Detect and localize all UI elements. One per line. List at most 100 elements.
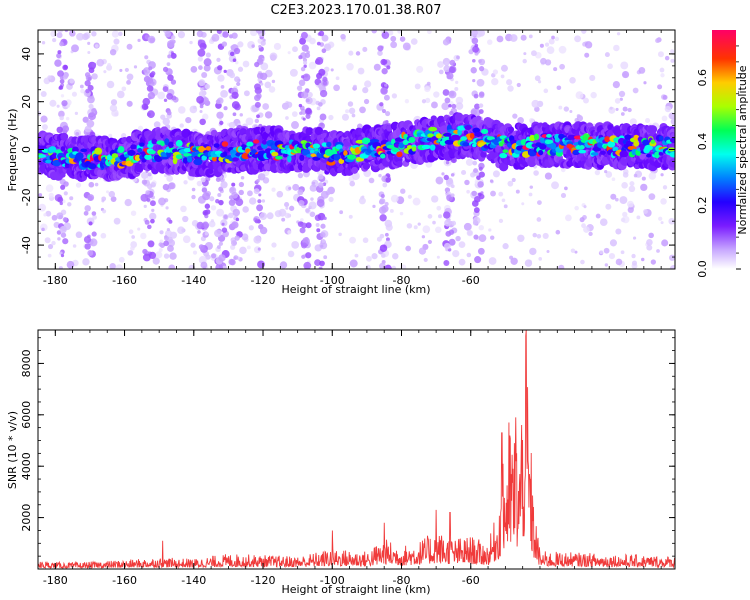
- heatmap-streak-cell: [377, 45, 384, 52]
- heatmap-noise-cell: [614, 197, 619, 202]
- heatmap-noise-cell: [435, 226, 442, 234]
- heatmap-streak-cell: [445, 160, 450, 165]
- heatmap-streak-cell: [303, 261, 312, 269]
- heatmap-noise-cell: [416, 65, 424, 73]
- heatmap-noise-cell: [559, 63, 565, 70]
- heatmap-noise-cell: [554, 36, 560, 42]
- heatmap-streak-cell: [200, 177, 206, 183]
- heatmap-streak-cell: [319, 260, 325, 267]
- spectrogram-x-tick-label: -120: [251, 274, 276, 287]
- heatmap-noise-cell: [362, 46, 368, 52]
- heatmap-noise-cell: [436, 205, 442, 211]
- heatmap-core-cell: [428, 126, 438, 132]
- heatmap-noise-cell: [404, 99, 410, 104]
- heatmap-core-cell: [80, 148, 88, 153]
- heatmap-core-cell: [211, 156, 218, 162]
- heatmap-streak-cell: [473, 168, 479, 174]
- heatmap-streak-cell: [257, 175, 262, 180]
- heatmap-noise-cell: [309, 184, 317, 192]
- heatmap-noise-cell: [80, 88, 85, 94]
- heatmap-noise-cell: [402, 42, 411, 51]
- heatmap-core-cell: [183, 147, 192, 153]
- heatmap-core-cell: [271, 151, 279, 157]
- heatmap-core-cell: [168, 141, 174, 149]
- heatmap-noise-cell: [114, 112, 119, 117]
- heatmap-noise-cell: [584, 41, 593, 49]
- heatmap-noise-cell: [305, 208, 310, 213]
- heatmap-streak-cell: [201, 187, 208, 193]
- heatmap-core-cell: [654, 151, 660, 159]
- heatmap-noise-cell: [529, 185, 534, 189]
- heatmap-noise-cell: [211, 253, 217, 259]
- heatmap-noise-cell: [391, 265, 397, 269]
- heatmap-noise-cell: [56, 30, 64, 34]
- heatmap-core-cell: [572, 149, 580, 155]
- heatmap-streak-cell: [214, 229, 222, 238]
- heatmap-streak-cell: [141, 103, 149, 110]
- heatmap-noise-cell: [464, 179, 470, 186]
- heatmap-noise-cell: [201, 71, 208, 79]
- heatmap-streak-cell: [91, 231, 97, 237]
- heatmap-streak-cell: [301, 242, 308, 249]
- heatmap-noise-cell: [536, 217, 542, 222]
- heatmap-streak-cell: [166, 227, 170, 232]
- heatmap-noise-cell: [511, 177, 516, 183]
- heatmap-streak-cell: [198, 90, 206, 98]
- heatmap-noise-cell: [542, 232, 549, 239]
- heatmap-streak-cell: [200, 261, 208, 269]
- heatmap-streak-cell: [260, 82, 264, 86]
- heatmap-streak-cell: [61, 100, 68, 107]
- heatmap-streak-cell: [229, 51, 235, 57]
- heatmap-noise-cell: [631, 253, 636, 259]
- heatmap-noise-cell: [502, 243, 509, 250]
- heatmap-streak-cell: [164, 30, 172, 38]
- heatmap-noise-cell: [288, 186, 292, 190]
- heatmap-streak-cell: [59, 78, 65, 84]
- heatmap-noise-cell: [246, 245, 251, 250]
- heatmap-noise-cell: [308, 61, 317, 70]
- heatmap-streak-cell: [380, 193, 385, 199]
- heatmap-streak-cell: [218, 254, 226, 262]
- heatmap-streak-cell: [162, 183, 170, 191]
- heatmap-streak-cell: [87, 41, 91, 45]
- heatmap-streak-cell: [321, 48, 327, 54]
- heatmap-noise-cell: [177, 226, 185, 235]
- heatmap-core-cell: [75, 152, 84, 160]
- heatmap-core-cell: [134, 154, 141, 162]
- heatmap-streak-cell: [166, 62, 171, 67]
- heatmap-streak-cell: [384, 83, 388, 87]
- heatmap-streak-cell: [87, 250, 94, 256]
- heatmap-core-cell: [191, 151, 197, 158]
- heatmap-noise-cell: [528, 34, 533, 39]
- heatmap-noise-cell: [580, 259, 585, 265]
- heatmap-core-cell: [670, 137, 675, 144]
- heatmap-streak-cell: [380, 253, 386, 258]
- heatmap-noise-cell: [427, 239, 433, 245]
- heatmap-streak-cell: [166, 110, 172, 116]
- heatmap-noise-cell: [126, 100, 133, 107]
- heatmap-noise-cell: [373, 63, 381, 71]
- heatmap-noise-cell: [560, 167, 566, 173]
- heatmap-noise-cell: [533, 170, 539, 176]
- heatmap-streak-cell: [318, 102, 323, 107]
- heatmap-core-cell: [137, 147, 143, 153]
- heatmap-noise-cell: [388, 30, 394, 36]
- heatmap-streak-cell: [146, 85, 154, 92]
- heatmap-streak-cell: [168, 182, 176, 190]
- heatmap-noise-cell: [531, 99, 540, 108]
- heatmap-core-cell: [261, 140, 267, 145]
- heatmap-noise-cell: [576, 114, 581, 118]
- heatmap-streak-cell: [444, 187, 451, 193]
- heatmap-streak-cell: [379, 233, 385, 239]
- heatmap-streak-cell: [83, 210, 89, 216]
- heatmap-streak-cell: [256, 114, 260, 119]
- heatmap-noise-cell: [627, 107, 632, 113]
- heatmap-streak-cell: [305, 107, 312, 115]
- heatmap-noise-cell: [455, 235, 461, 242]
- heatmap-noise-cell: [638, 67, 646, 74]
- heatmap-streak-cell: [448, 229, 455, 235]
- heatmap-streak-cell: [167, 74, 174, 81]
- heatmap-streak-cell: [384, 219, 393, 228]
- heatmap-streak-cell: [57, 70, 64, 78]
- heatmap-noise-cell: [158, 197, 166, 206]
